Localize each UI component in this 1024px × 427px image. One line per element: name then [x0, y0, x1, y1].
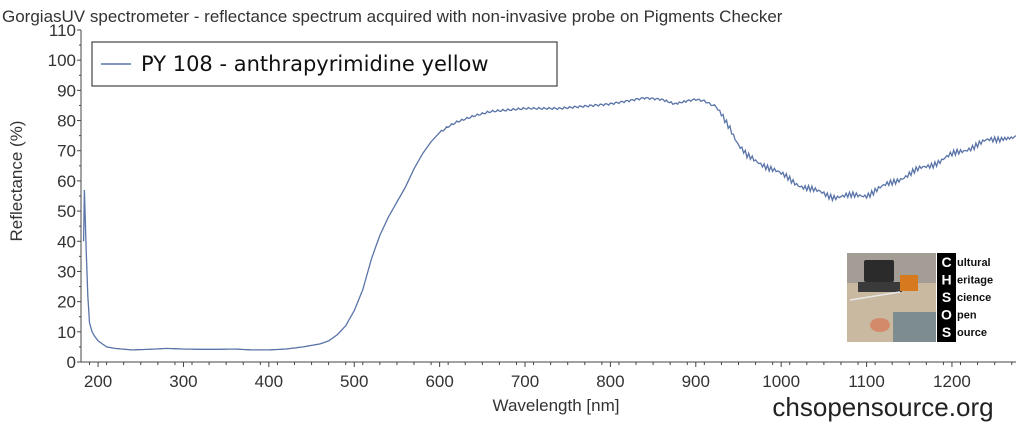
y-tick-label: 70 [57, 142, 76, 161]
y-tick-label: 10 [57, 323, 76, 342]
y-tick-label: 60 [57, 172, 76, 191]
logo-word: ultural [957, 257, 991, 269]
axis-tick-marks [77, 29, 1013, 367]
legend-label: PY 108 - anthrapyrimidine yellow [141, 52, 489, 76]
x-tick-label: 1100 [848, 372, 885, 391]
x-tick-label: 900 [682, 372, 710, 391]
x-tick-label: 200 [84, 372, 112, 391]
chart-title: GorgiasUV spectrometer - reflectance spe… [2, 7, 783, 26]
x-tick-label: 300 [169, 372, 197, 391]
legend-box [91, 41, 558, 87]
website-url: chsopensource.org [772, 392, 993, 422]
logo-letter: S [942, 289, 951, 305]
x-tick-label: 400 [255, 372, 283, 391]
x-tick-label: 500 [340, 372, 368, 391]
logo-word: cience [957, 292, 991, 304]
x-tick-label: 800 [596, 372, 624, 391]
logo-letter: O [941, 307, 952, 323]
y-tick-label: 90 [57, 81, 76, 100]
x-tick-label: 600 [425, 372, 453, 391]
logo-letter-column [937, 253, 956, 342]
series-line-py108 [82, 96, 1017, 351]
y-tick-label: 110 [49, 21, 76, 40]
logo-words: ultural eritage cience pen ource [957, 257, 993, 339]
logo-letter: C [941, 254, 951, 270]
y-axis-label: Reflectance (%) [7, 121, 26, 242]
y-tick-label: 20 [57, 293, 76, 312]
logo-photo [847, 253, 936, 342]
logo-word: ource [957, 327, 987, 339]
y-tick-label: 40 [57, 232, 76, 251]
y-tick-label: 30 [57, 262, 76, 281]
x-axis-label: Wavelength [nm] [493, 396, 620, 415]
y-tick-label: 80 [57, 112, 76, 131]
y-tick-label: 0 [67, 353, 76, 372]
y-tick-label: 50 [57, 202, 76, 221]
logo-letter: S [942, 324, 951, 340]
x-tick-labels: 200 300 400 500 600 700 800 900 1000 1100 1200 [84, 372, 971, 391]
y-tick-label: 100 [48, 51, 76, 70]
logo-word: pen [957, 310, 977, 322]
legend: PY 108 - anthrapyrimidine yellow [91, 41, 558, 87]
logo-word: eritage [957, 275, 993, 287]
x-tick-label: 1200 [933, 372, 971, 391]
logo-letter: H [941, 272, 951, 288]
x-tick-label: 1000 [762, 372, 800, 391]
x-tick-label: 700 [511, 372, 539, 391]
y-tick-labels: 0 10 20 30 40 50 60 70 80 90 100 110 [48, 21, 76, 372]
